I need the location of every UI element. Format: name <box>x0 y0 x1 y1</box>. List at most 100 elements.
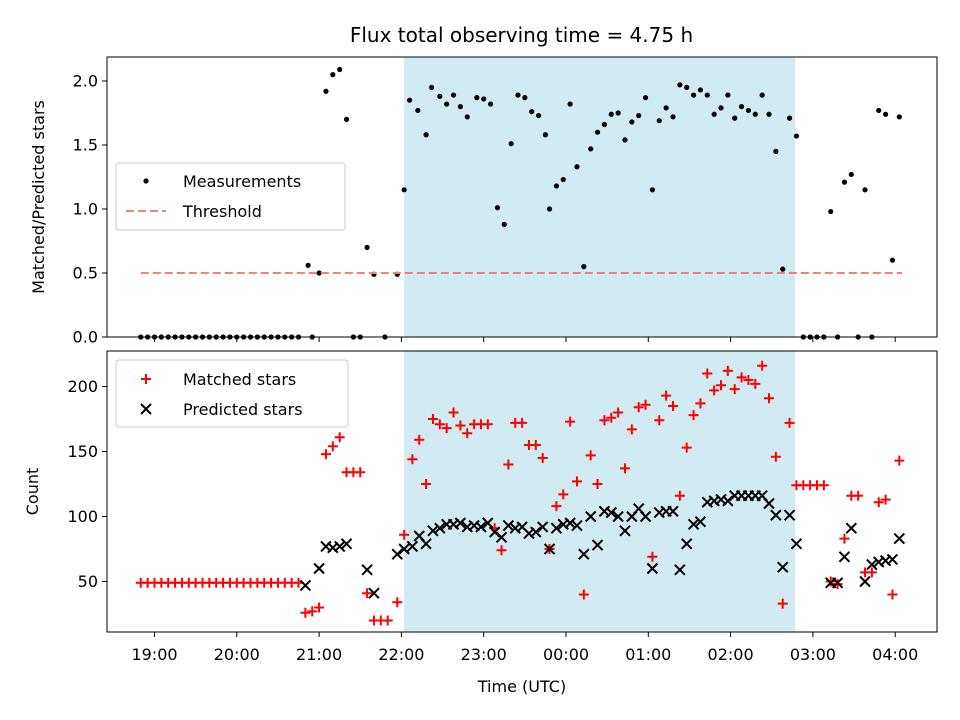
measurement-point <box>508 141 514 147</box>
measurement-point <box>407 97 413 103</box>
matched-point <box>784 417 795 428</box>
predicted-point <box>482 517 494 529</box>
panel-2: 50 100 150 200 19:00 20:00 21:00 22:00 23:00 00:0… <box>23 350 938 696</box>
matched-point <box>722 365 733 376</box>
predicted-point <box>777 561 789 573</box>
matched-point <box>300 607 311 618</box>
predicted-point <box>838 551 851 563</box>
x-tick-label: 01:00 <box>625 645 671 664</box>
y-tick-label: 0.5 <box>73 264 98 283</box>
y-tick-label: 100 <box>67 507 98 526</box>
y-tick-label: 0.0 <box>73 328 98 347</box>
matched-point <box>880 494 891 505</box>
x-tick-label: 20:00 <box>214 645 260 664</box>
measurement-point <box>567 101 573 107</box>
chart-title: Flux total observing time = 4.75 h <box>350 23 693 47</box>
matched-point <box>392 597 403 608</box>
matched-point <box>382 615 393 626</box>
matched-point <box>640 399 651 410</box>
matched-point <box>327 441 338 452</box>
predicted-point <box>488 526 501 538</box>
predicted-point <box>475 521 487 533</box>
measurement-point <box>677 82 683 88</box>
matched-point <box>866 567 877 578</box>
matched-point <box>592 479 603 489</box>
measurement-point <box>343 116 350 122</box>
legend-label-predicted: Predicted stars <box>183 400 303 419</box>
matched-point <box>873 497 884 508</box>
y-tick-label: 50 <box>78 572 98 591</box>
matched-point <box>681 442 692 453</box>
matched-point <box>434 419 445 430</box>
matched-point <box>448 407 459 418</box>
matched-point <box>565 416 576 427</box>
measurement-point <box>848 171 854 178</box>
predicted-point <box>368 587 380 599</box>
matched-point <box>770 451 781 462</box>
predicted-point <box>434 522 446 534</box>
matched-point <box>887 589 898 600</box>
y-tick-label: 1.0 <box>73 200 98 219</box>
legend-label-threshold: Threshold <box>182 202 262 221</box>
measurement-point <box>615 110 621 116</box>
predicted-point <box>564 517 576 529</box>
measurement-point <box>656 118 662 124</box>
measurement-point <box>588 146 594 152</box>
predicted-point <box>502 519 515 532</box>
measurement-point <box>529 109 535 115</box>
measurement-point <box>732 115 738 121</box>
matched-point <box>702 368 713 379</box>
matched-point <box>585 450 596 461</box>
predicted-point <box>646 562 659 575</box>
plot-frame <box>106 56 938 338</box>
measurement-point <box>670 114 676 120</box>
predicted-point <box>420 538 432 550</box>
measurement-point <box>773 148 779 154</box>
predicted-point <box>536 521 549 533</box>
y-axis-label: Matched/Predicted stars <box>29 100 48 294</box>
matched-point <box>674 490 685 501</box>
matched-point <box>619 463 630 474</box>
y-axis-label: Count <box>23 468 42 516</box>
measurement-point <box>759 92 765 98</box>
matched-point <box>626 424 637 435</box>
measurement-point <box>622 137 628 143</box>
measurement-point <box>316 270 322 276</box>
measurement-point <box>542 132 549 138</box>
matched-point <box>599 415 610 426</box>
predicted-point <box>591 539 604 551</box>
matched-point <box>764 393 775 404</box>
measurement-point <box>474 95 480 101</box>
predicted-point <box>831 577 844 589</box>
measurement-point <box>594 129 601 135</box>
predicted-point <box>299 579 312 592</box>
predicted-point <box>398 543 410 555</box>
matched-point <box>482 419 493 430</box>
predicted-point <box>639 510 652 523</box>
predicted-point <box>605 506 617 519</box>
panel-1: 0.0 0.5 1.0 1.5 2.0 Matched/Predicted stars Me… <box>29 56 938 347</box>
predicted-point <box>578 548 590 560</box>
predicted-point <box>722 495 734 507</box>
matched-point <box>355 467 366 478</box>
y-tick-label: 2.0 <box>73 72 98 91</box>
measurement-point <box>323 88 329 94</box>
legend-swatch-matched <box>141 374 151 384</box>
matched-point <box>578 589 589 600</box>
x-axis-label: Time (UTC) <box>477 677 566 696</box>
matched-point <box>427 414 438 424</box>
measurement-point <box>828 208 834 215</box>
measurement-point <box>364 244 370 250</box>
legend-swatch-measurements <box>143 178 149 184</box>
measurement-point <box>697 87 704 93</box>
matched-point <box>894 455 905 466</box>
series-measurements <box>138 66 902 340</box>
predicted-point <box>612 510 624 523</box>
x-tick-label: 22:00 <box>378 645 424 664</box>
measurement-point <box>464 114 470 120</box>
matched-point <box>362 588 373 599</box>
matched-point <box>441 423 452 434</box>
measurement-point <box>601 121 608 128</box>
measurement-point <box>546 206 553 212</box>
